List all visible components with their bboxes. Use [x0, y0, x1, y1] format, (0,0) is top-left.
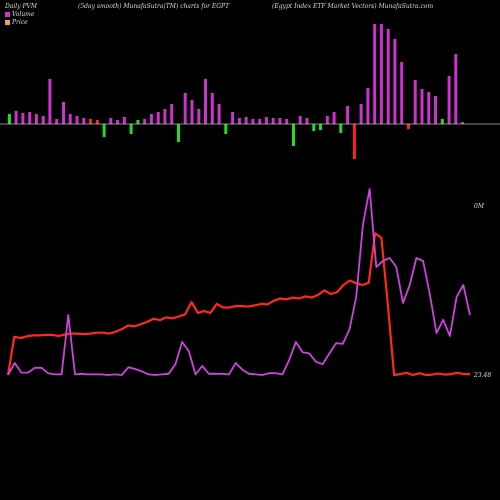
volume-bar: [440, 119, 444, 124]
volume-bar: [237, 118, 241, 124]
volume-bar: [41, 116, 45, 124]
volume-bar: [55, 119, 59, 124]
volume-bar: [48, 79, 52, 124]
volume-bar: [271, 118, 275, 124]
volume-bar: [190, 100, 194, 124]
legend-volume-label: Volume: [12, 11, 35, 18]
volume-bar: [62, 102, 65, 124]
volume-bar: [386, 29, 390, 124]
volume-bar: [319, 124, 322, 130]
volume-bar: [102, 124, 106, 137]
volume-bar: [285, 119, 289, 124]
legend-price-label: Price: [12, 19, 28, 26]
volume-bar: [407, 124, 410, 129]
volume-bar: [21, 113, 25, 124]
volume-bar: [278, 118, 282, 124]
volume-bar: [298, 116, 302, 124]
chart-title-left: Daily PVM: [5, 3, 38, 10]
volume-bar: [116, 120, 120, 124]
volume-bar: [400, 62, 404, 124]
volume-bar: [231, 112, 235, 124]
volume-bar: [34, 114, 38, 124]
volume-bar: [170, 104, 174, 124]
volume-bar: [14, 111, 18, 124]
volume-bar: [177, 124, 180, 142]
chart-title-mid: (5day smooth) MunafaSutra(TM) charts for…: [78, 3, 230, 10]
volume-bar: [143, 119, 147, 124]
volume-bar: [7, 114, 11, 124]
volume-bar: [75, 116, 79, 124]
volume-bar: [366, 88, 370, 124]
volume-bar: [292, 124, 295, 146]
volume-bar: [258, 119, 262, 124]
volume-bar: [352, 124, 356, 159]
volume-bar: [305, 118, 309, 124]
volume-bar: [251, 119, 255, 124]
volume-bar: [204, 79, 207, 124]
volume-bar: [95, 120, 99, 124]
volume-bar: [420, 89, 424, 124]
volume-bar: [224, 124, 228, 134]
volume-bar: [332, 112, 336, 124]
volume-bar: [461, 122, 465, 124]
chart-title-right: (Egypt Index ETF Market Vectors) MunafaS…: [272, 3, 434, 10]
volume-bar: [244, 117, 248, 124]
volume-scale-label: 0M: [474, 203, 485, 210]
volume-bar: [183, 93, 187, 124]
legend-volume: Volume: [5, 11, 34, 18]
volume-bar: [325, 116, 329, 124]
volume-bar: [156, 112, 160, 124]
volume-bar: [312, 124, 316, 131]
price-scale-label: 23.48: [473, 372, 491, 379]
volume-bar: [129, 124, 133, 134]
volume-bar: [136, 120, 140, 124]
volume-bar: [393, 39, 397, 124]
volume-bar: [447, 76, 451, 124]
volume-bar: [339, 124, 343, 133]
volume-bar: [217, 104, 221, 124]
volume-bar: [413, 80, 417, 124]
volume-bar: [359, 104, 363, 124]
volume-bar: [454, 54, 458, 124]
volume-bar: [122, 117, 126, 124]
volume-bar: [427, 92, 431, 124]
volume-bar: [109, 118, 113, 124]
volume-bar: [28, 112, 32, 124]
volume-bar: [197, 109, 201, 124]
volume-bar: [373, 24, 377, 124]
volume-line: [7, 188, 471, 376]
volume-bar: [210, 93, 214, 124]
legend-volume-swatch: [5, 11, 10, 17]
legend-price-swatch: [5, 19, 10, 25]
volume-bar: [379, 24, 383, 124]
volume-bar: [149, 114, 153, 124]
volume-bar: [434, 96, 437, 124]
volume-bar: [82, 118, 86, 124]
volume-bar: [89, 119, 92, 124]
legend-price: Price: [5, 19, 28, 26]
volume-bar: [163, 109, 167, 124]
volume-bar: [346, 106, 350, 124]
price-line: [6, 232, 470, 377]
volume-bar: [264, 117, 268, 124]
volume-bar: [68, 114, 72, 124]
